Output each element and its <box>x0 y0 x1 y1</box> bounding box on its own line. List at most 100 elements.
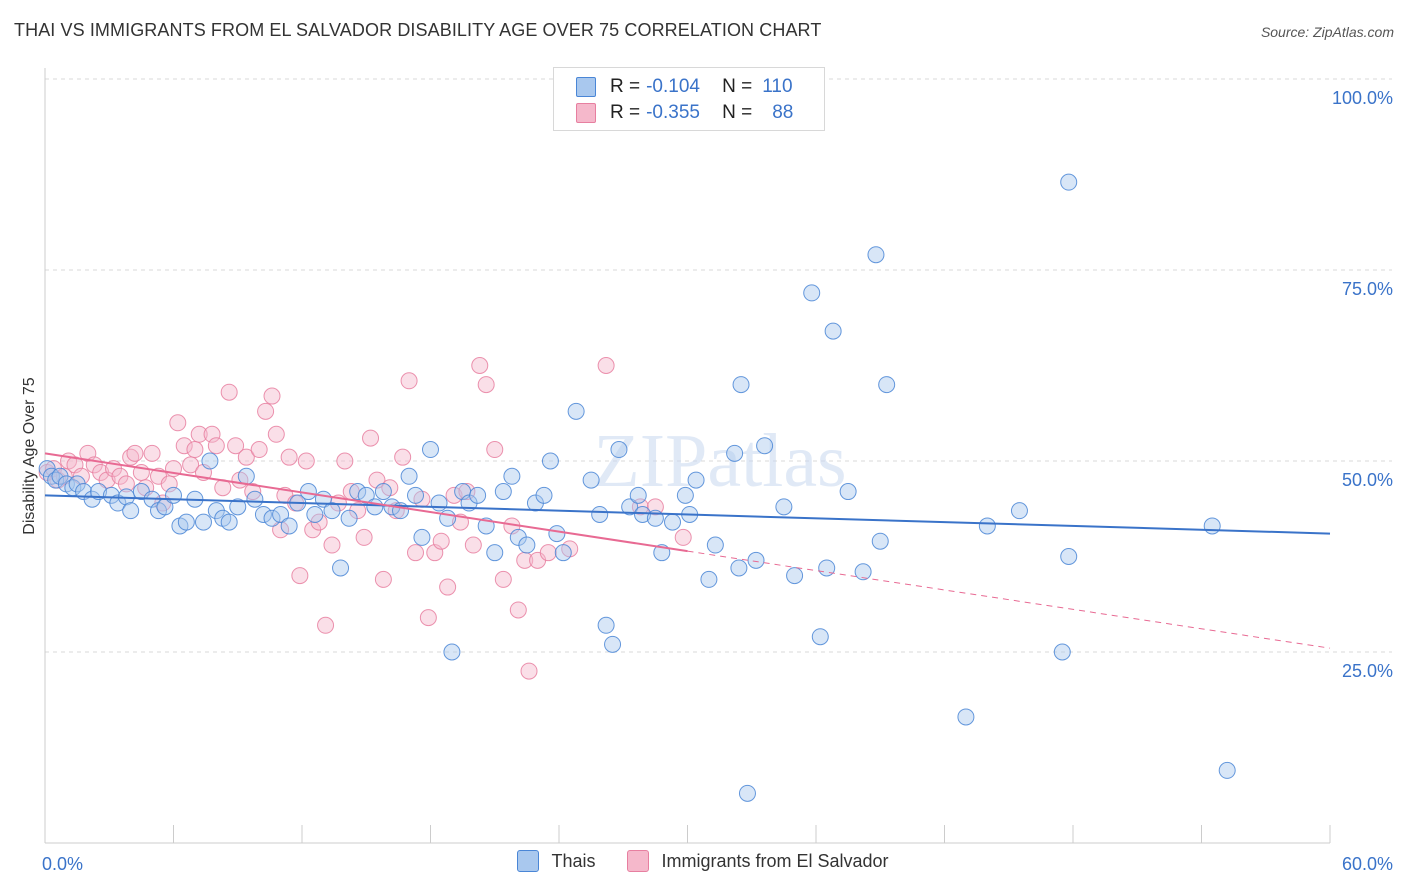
data-point-thais <box>407 486 425 504</box>
data-point-thais <box>732 376 750 394</box>
data-point-thais <box>357 486 375 504</box>
tick-labels: 25.0% 50.0% 75.0% 100.0% 0.0% 60.0% <box>42 88 1393 874</box>
data-point-el-salvador <box>323 536 341 554</box>
data-point-el-salvador <box>317 616 335 634</box>
data-point-thais <box>786 567 804 585</box>
data-point-thais <box>541 452 559 470</box>
data-point-thais <box>177 513 195 531</box>
data-point-thais <box>634 505 652 523</box>
data-point-thais <box>246 490 264 508</box>
data-point-el-salvador <box>175 437 193 455</box>
data-point-el-salvador <box>509 601 527 619</box>
legend-label-el-salvador: Immigrants from El Salvador <box>661 850 889 871</box>
data-point-thais <box>867 246 885 264</box>
legend-swatch-thais <box>517 850 540 872</box>
data-point-thais <box>332 559 350 577</box>
data-point-thais <box>535 486 553 504</box>
data-point-el-salvador <box>126 444 144 462</box>
data-point-thais <box>957 708 975 726</box>
legend-item-thais[interactable]: Thais <box>517 850 595 872</box>
data-point-thais <box>687 471 705 489</box>
data-point-thais <box>629 486 647 504</box>
y-tick-label: 25.0% <box>1342 661 1393 681</box>
data-point-el-salvador <box>263 387 281 405</box>
data-point-thais <box>811 628 829 646</box>
data-point-el-salvador <box>272 521 290 539</box>
data-point-thais <box>194 513 212 531</box>
data-point-el-salvador <box>486 441 504 459</box>
data-point-thais <box>706 536 724 554</box>
data-point-thais <box>422 441 439 459</box>
data-point-thais <box>349 483 367 501</box>
data-point-thais <box>700 570 718 588</box>
data-point-el-salvador <box>169 414 187 432</box>
data-point-thais <box>597 616 615 634</box>
data-point-el-salvador <box>494 570 512 588</box>
y-tick-label: 75.0% <box>1342 279 1393 299</box>
legend-row-thais: R = -0.104 N = 110 <box>576 74 793 100</box>
data-point-thais <box>878 376 896 394</box>
data-point-el-salvador <box>407 544 425 562</box>
r-label: R = <box>610 76 641 97</box>
source-note: Source: ZipAtlas.com <box>1260 24 1394 40</box>
data-point-el-salvador <box>297 452 315 470</box>
x-tick-label: 0.0% <box>42 854 83 874</box>
data-point-thais <box>803 284 821 302</box>
data-point-thais <box>280 517 298 535</box>
data-point-el-salvador <box>471 357 489 374</box>
data-point-el-salvador <box>227 437 245 455</box>
data-point-el-salvador <box>203 425 221 443</box>
data-point-thais <box>469 486 487 504</box>
data-point-el-salvador <box>597 357 615 374</box>
data-point-thais <box>443 643 461 661</box>
data-point-thais <box>854 563 872 581</box>
y-tick-label: 100.0% <box>1332 88 1393 108</box>
legend-item-el-salvador[interactable]: Immigrants from El Salvador <box>627 850 889 872</box>
r-value: -0.104 <box>646 76 700 97</box>
data-point-thais <box>730 559 748 577</box>
data-point-thais <box>756 437 774 455</box>
data-point-thais <box>621 498 639 516</box>
data-point-el-salvador <box>267 425 285 443</box>
data-point-thais <box>254 505 272 523</box>
data-point-el-salvador <box>539 544 557 562</box>
data-point-el-salvador <box>394 448 412 466</box>
data-point-thais <box>582 471 600 489</box>
data-point-el-salvador <box>362 429 380 447</box>
data-point-thais <box>306 505 324 523</box>
x-tick-label: 60.0% <box>1342 854 1393 874</box>
data-point-thais <box>818 559 836 577</box>
data-point-thais <box>1010 502 1028 520</box>
data-point-thais <box>220 513 238 531</box>
correlation-legend: R = -0.104 N = 110 R = -0.355 N = 88 <box>553 67 825 131</box>
data-point-thais <box>548 525 566 543</box>
data-point-thais <box>229 498 247 516</box>
data-point-thais <box>366 498 384 516</box>
data-point-thais <box>430 494 448 512</box>
series-legend: Thais Immigrants from El Salvador <box>0 850 1406 872</box>
data-point-thais <box>978 517 996 535</box>
data-point-thais <box>738 784 756 802</box>
n-label: N = <box>722 76 753 97</box>
data-point-el-salvador <box>220 383 238 401</box>
watermark: ZIPatlas <box>593 419 846 503</box>
data-point-thais <box>90 483 108 501</box>
data-point-el-salvador <box>439 578 457 596</box>
data-point-thais <box>122 502 140 520</box>
data-point-el-salvador <box>445 486 463 504</box>
trend-line-thais <box>44 494 1331 535</box>
legend-swatch-el-salvador <box>627 850 650 872</box>
data-point-thais <box>747 551 765 569</box>
data-point-thais <box>165 486 182 504</box>
trend-line-el-salvador-extension <box>687 550 1331 649</box>
data-point-thais <box>340 509 358 527</box>
data-point-thais <box>439 509 457 527</box>
data-point-thais <box>201 452 219 470</box>
data-point-thais <box>871 532 889 550</box>
n-label: N = <box>722 102 753 123</box>
data-point-thais <box>400 467 418 485</box>
data-point-el-salvador <box>190 425 208 443</box>
data-point-thais <box>323 502 341 520</box>
data-point-thais <box>413 528 431 546</box>
